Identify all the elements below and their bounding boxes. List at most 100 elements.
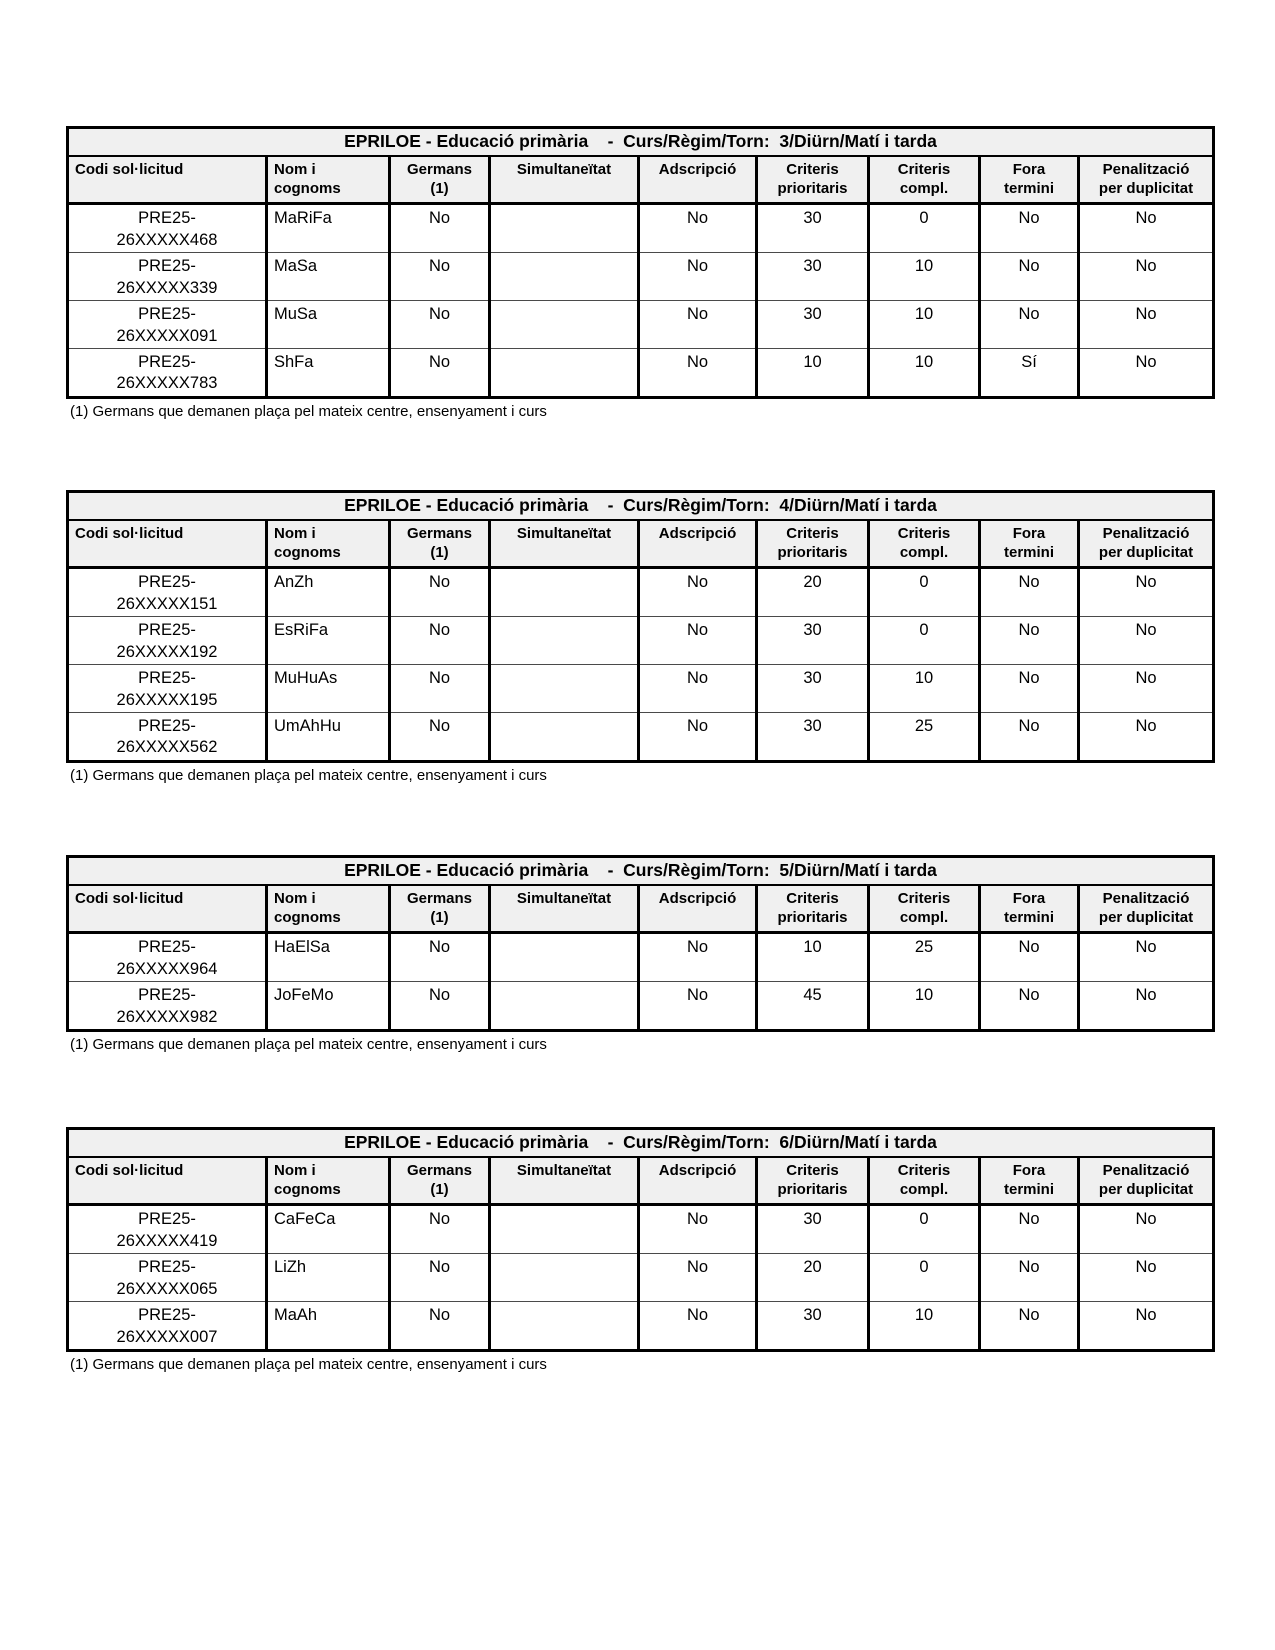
table-title: EPRILOE - Educació primària - Curs/Règim… <box>67 127 1214 157</box>
col-header-fora-termini: Fora termini <box>978 520 1079 570</box>
cell-adscripcio: No <box>637 932 757 982</box>
table-header-row: Codi sol·licitud Nom i cognoms Germans (… <box>67 156 1214 206</box>
cell-codi-sollicitud: PRE25- 26XXXXX783 <box>67 348 267 398</box>
cell-simultaneitat <box>488 981 639 1031</box>
cell-adscripcio: No <box>637 567 757 617</box>
col-header-criteris-compl: Criteris compl. <box>867 520 980 570</box>
cell-nom-cognoms: HaElSa <box>265 932 390 982</box>
cell-nom-cognoms: LiZh <box>265 1253 390 1302</box>
admissions-table-torn-6: EPRILOE - Educació primària - Curs/Règim… <box>66 1127 1216 1352</box>
cell-nom-cognoms: MaSa <box>265 252 390 301</box>
col-header-fora-termini: Fora termini <box>978 1157 1079 1207</box>
table-title-row: EPRILOE - Educació primària - Curs/Règim… <box>67 856 1214 886</box>
table-title: EPRILOE - Educació primària - Curs/Règim… <box>67 856 1214 886</box>
cell-fora-termini: No <box>978 203 1079 253</box>
table-row: PRE25- 26XXXXX468 MaRiFa No No 30 0 No N… <box>68 203 1214 253</box>
table-row: PRE25- 26XXXXX419 CaFeCa No No 30 0 No N… <box>68 1204 1214 1254</box>
col-header-criteris-prioritaris: Criteris prioritaris <box>755 156 869 206</box>
cell-codi-sollicitud: PRE25- 26XXXXX419 <box>116 1210 218 1250</box>
admissions-table-torn-4: EPRILOE - Educació primària - Curs/Règim… <box>66 490 1216 763</box>
table-block-torn-4: EPRILOE - Educació primària - Curs/Règim… <box>66 490 1216 785</box>
table-row: PRE25- 26XXXXX151 AnZh No No 20 0 No No <box>68 567 1214 617</box>
cell-adscripcio: No <box>637 981 757 1031</box>
table-row: PRE25- 26XXXXX007 MaAh No No 30 10 No No <box>67 1301 1214 1351</box>
table-row: PRE25- 26XXXXX065 LiZh No No 20 0 No No <box>67 1253 1214 1302</box>
col-header-criteris-prioritaris: Criteris prioritaris <box>755 1157 869 1207</box>
col-header-penalitzacio-duplicitat: Penalització per duplicitat <box>1076 520 1214 570</box>
cell-criteris-prioritaris: 30 <box>755 1301 869 1351</box>
table-body: PRE25- 26XXXXX151 AnZh No No 20 0 No No … <box>67 567 1214 762</box>
col-header-simultaneitat: Simultaneïtat <box>488 885 639 935</box>
cell-adscripcio: No <box>637 712 757 762</box>
admissions-table-torn-5: EPRILOE - Educació primària - Curs/Règim… <box>66 855 1216 1033</box>
table-body: PRE25- 26XXXXX964 HaElSa No No 10 25 No … <box>67 932 1214 1031</box>
table-row: PRE25- 26XXXXX562 UmAhHu No No 30 25 No … <box>67 712 1214 762</box>
table-title-row: EPRILOE - Educació primària - Curs/Règim… <box>67 491 1214 521</box>
cell-criteris-compl: 10 <box>867 300 980 349</box>
col-header-nom-cognoms: Nom i cognoms <box>265 1157 390 1207</box>
table-block-torn-6: EPRILOE - Educació primària - Curs/Règim… <box>66 1127 1216 1374</box>
table-title: EPRILOE - Educació primària - Curs/Règim… <box>67 1128 1214 1158</box>
cell-nom-cognoms: MuSa <box>265 300 390 349</box>
cell-criteris-compl: 10 <box>867 981 980 1031</box>
cell-fora-termini: No <box>978 300 1079 349</box>
footnote: (1) Germans que demanen plaça pel mateix… <box>70 402 547 420</box>
cell-adscripcio: No <box>637 1301 757 1351</box>
cell-criteris-prioritaris: 10 <box>755 348 869 398</box>
col-header-codi-sollicitud: Codi sol·licitud <box>67 520 267 570</box>
cell-simultaneitat <box>488 252 639 301</box>
cell-simultaneitat <box>488 203 639 253</box>
cell-criteris-prioritaris: 20 <box>755 567 869 617</box>
cell-germans: No <box>388 981 490 1031</box>
cell-penalitzacio-duplicitat: No <box>1076 616 1214 665</box>
cell-codi-sollicitud: PRE25- 26XXXXX195 <box>67 664 267 713</box>
footnote: (1) Germans que demanen plaça pel mateix… <box>70 1356 547 1373</box>
cell-nom-cognoms: UmAhHu <box>265 712 390 762</box>
cell-adscripcio: No <box>637 252 757 301</box>
table-header-row: Codi sol·licitud Nom i cognoms Germans (… <box>67 1157 1214 1207</box>
cell-penalitzacio-duplicitat: No <box>1076 567 1214 617</box>
cell-criteris-prioritaris: 30 <box>755 203 869 253</box>
cell-penalitzacio-duplicitat: No <box>1076 664 1214 713</box>
col-header-codi-sollicitud: Codi sol·licitud <box>67 156 267 206</box>
cell-criteris-compl: 10 <box>867 252 980 301</box>
cell-nom-cognoms: AnZh <box>265 567 390 617</box>
table-row: PRE25- 26XXXXX982 JoFeMo No No 45 10 No … <box>67 981 1214 1031</box>
cell-germans: No <box>388 1204 490 1254</box>
cell-germans: No <box>388 300 490 349</box>
cell-criteris-compl: 0 <box>867 1204 980 1254</box>
col-header-criteris-compl: Criteris compl. <box>867 1157 980 1207</box>
footnote: (1) Germans que demanen plaça pel mateix… <box>70 1036 547 1054</box>
col-header-criteris-compl: Criteris compl. <box>867 885 980 935</box>
cell-germans: No <box>388 932 490 982</box>
col-header-codi-sollicitud: Codi sol·licitud <box>67 885 267 935</box>
col-header-fora-termini: Fora termini <box>978 885 1079 935</box>
cell-codi-sollicitud: PRE25- 26XXXXX192 <box>67 616 267 665</box>
col-header-germans: Germans (1) <box>388 885 490 935</box>
cell-germans: No <box>388 616 490 665</box>
cell-simultaneitat <box>488 616 639 665</box>
cell-simultaneitat <box>488 348 639 398</box>
cell-fora-termini: No <box>978 1253 1079 1302</box>
cell-criteris-prioritaris: 10 <box>755 932 869 982</box>
cell-criteris-compl: 0 <box>867 203 980 253</box>
col-header-penalitzacio-duplicitat: Penalització per duplicitat <box>1076 885 1214 935</box>
col-header-germans: Germans (1) <box>388 520 490 570</box>
cell-simultaneitat <box>488 567 639 617</box>
table-title: EPRILOE - Educació primària - Curs/Règim… <box>67 491 1214 521</box>
col-header-adscripcio: Adscripció <box>637 520 757 570</box>
cell-adscripcio: No <box>637 348 757 398</box>
cell-fora-termini: No <box>978 932 1079 982</box>
table-header-row: Codi sol·licitud Nom i cognoms Germans (… <box>67 885 1214 935</box>
cell-adscripcio: No <box>637 616 757 665</box>
cell-criteris-compl: 10 <box>867 1301 980 1351</box>
table-row: PRE25- 26XXXXX195 MuHuAs No No 30 10 No … <box>67 664 1214 713</box>
col-header-codi-sollicitud: Codi sol·licitud <box>67 1157 267 1207</box>
col-header-adscripcio: Adscripció <box>637 156 757 206</box>
cell-codi-sollicitud: PRE25- 26XXXXX982 <box>67 981 267 1031</box>
cell-criteris-prioritaris: 20 <box>755 1253 869 1302</box>
cell-nom-cognoms: MuHuAs <box>265 664 390 713</box>
cell-criteris-prioritaris: 30 <box>755 300 869 349</box>
col-header-penalitzacio-duplicitat: Penalització per duplicitat <box>1076 1157 1214 1207</box>
cell-fora-termini: No <box>978 1301 1079 1351</box>
